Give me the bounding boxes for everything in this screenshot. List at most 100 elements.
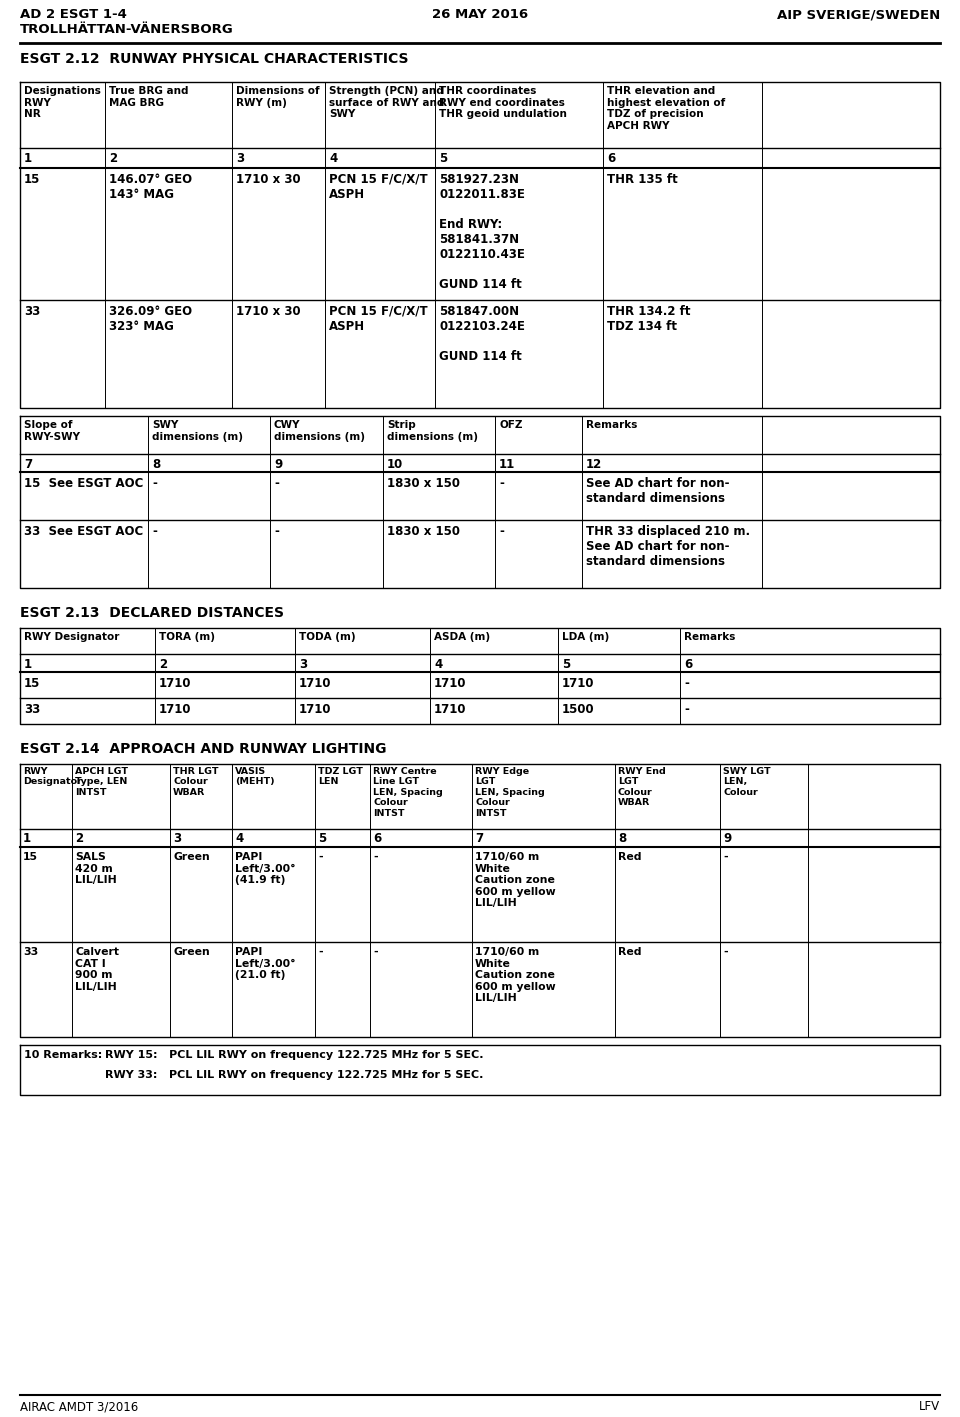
Text: AIP SVERIGE/SWEDEN: AIP SVERIGE/SWEDEN <box>777 9 940 21</box>
Text: Remarks: Remarks <box>684 632 735 642</box>
Text: 1: 1 <box>23 832 31 845</box>
Text: CWY
dimensions (m): CWY dimensions (m) <box>274 419 365 442</box>
Text: Calvert
CAT I
900 m
LIL/LIH: Calvert CAT I 900 m LIL/LIH <box>75 947 119 992</box>
Text: 8: 8 <box>152 458 160 470</box>
Text: VASIS
(MEHT): VASIS (MEHT) <box>235 767 275 786</box>
Text: 15: 15 <box>24 173 40 186</box>
Text: See AD chart for non-
standard dimensions: See AD chart for non- standard dimension… <box>586 478 730 504</box>
Text: -: - <box>373 852 377 862</box>
Text: 1710: 1710 <box>299 677 331 690</box>
Text: 15: 15 <box>23 852 38 862</box>
Text: 3: 3 <box>173 832 181 845</box>
Text: -: - <box>274 478 278 490</box>
Text: 4: 4 <box>235 832 243 845</box>
Text: RWY End
LGT
Colour
WBAR: RWY End LGT Colour WBAR <box>618 767 665 808</box>
Text: -: - <box>318 852 323 862</box>
Text: 1710: 1710 <box>562 677 594 690</box>
Text: 33: 33 <box>24 305 40 317</box>
Text: Slope of
RWY-SWY: Slope of RWY-SWY <box>24 419 80 442</box>
Text: SWY LGT
LEN,
Colour: SWY LGT LEN, Colour <box>723 767 771 796</box>
Text: 33: 33 <box>24 703 40 716</box>
Text: -: - <box>499 526 504 538</box>
Text: 1710: 1710 <box>299 703 331 716</box>
Text: 6: 6 <box>607 152 615 164</box>
Text: -: - <box>499 478 504 490</box>
Text: 3: 3 <box>299 657 307 672</box>
Text: 4: 4 <box>329 152 337 164</box>
Text: 1710: 1710 <box>434 703 467 716</box>
Text: ESGT 2.14  APPROACH AND RUNWAY LIGHTING: ESGT 2.14 APPROACH AND RUNWAY LIGHTING <box>20 743 387 757</box>
Text: -: - <box>318 947 323 956</box>
Text: 10: 10 <box>387 458 403 470</box>
Text: 146.07° GEO
143° MAG: 146.07° GEO 143° MAG <box>109 173 192 201</box>
Text: 8: 8 <box>618 832 626 845</box>
Text: 1500: 1500 <box>562 703 594 716</box>
Text: 1710/60 m
White
Caution zone
600 m yellow
LIL/LIH: 1710/60 m White Caution zone 600 m yello… <box>475 852 556 908</box>
Text: RWY Designator: RWY Designator <box>24 632 119 642</box>
Text: THR coordinates
RWY end coordinates
THR geoid undulation: THR coordinates RWY end coordinates THR … <box>439 86 566 119</box>
Text: 581927.23N
0122011.83E

End RWY:
581841.37N
0122110.43E

GUND 114 ft: 581927.23N 0122011.83E End RWY: 581841.3… <box>439 173 525 290</box>
Text: 1830 x 150: 1830 x 150 <box>387 526 460 538</box>
Text: 1710 x 30: 1710 x 30 <box>236 305 300 317</box>
Text: SWY
dimensions (m): SWY dimensions (m) <box>152 419 243 442</box>
Text: 1710: 1710 <box>434 677 467 690</box>
Text: TORA (m): TORA (m) <box>159 632 215 642</box>
Text: ESGT 2.12  RUNWAY PHYSICAL CHARACTERISTICS: ESGT 2.12 RUNWAY PHYSICAL CHARACTERISTIC… <box>20 52 409 67</box>
Text: 2: 2 <box>75 832 84 845</box>
Text: -: - <box>723 852 728 862</box>
Text: THR 33 displaced 210 m.
See AD chart for non-
standard dimensions: THR 33 displaced 210 m. See AD chart for… <box>586 526 750 568</box>
Text: Remarks: Remarks <box>586 419 637 429</box>
Text: APCH LGT
Type, LEN
INTST: APCH LGT Type, LEN INTST <box>75 767 128 796</box>
Text: Green: Green <box>173 852 209 862</box>
Text: 326.09° GEO
323° MAG: 326.09° GEO 323° MAG <box>109 305 192 333</box>
Text: RWY Centre
Line LGT
LEN, Spacing
Colour
INTST: RWY Centre Line LGT LEN, Spacing Colour … <box>373 767 443 818</box>
Text: PCN 15 F/C/X/T
ASPH: PCN 15 F/C/X/T ASPH <box>329 173 427 201</box>
Text: 6: 6 <box>373 832 381 845</box>
Text: 33: 33 <box>23 947 38 956</box>
Text: 9: 9 <box>274 458 282 470</box>
Text: 1830 x 150: 1830 x 150 <box>387 478 460 490</box>
Text: 7: 7 <box>475 832 483 845</box>
Text: -: - <box>152 478 156 490</box>
Text: THR elevation and
highest elevation of
TDZ of precision
APCH RWY: THR elevation and highest elevation of T… <box>607 86 725 130</box>
Text: PAPI
Left/3.00°
(41.9 ft): PAPI Left/3.00° (41.9 ft) <box>235 852 296 886</box>
Text: True BRG and
MAG BRG: True BRG and MAG BRG <box>109 86 188 108</box>
Text: LDA (m): LDA (m) <box>562 632 610 642</box>
Text: 3: 3 <box>236 152 244 164</box>
Text: 1: 1 <box>24 152 32 164</box>
Text: 2: 2 <box>159 657 167 672</box>
Text: RWY 15:   PCL LIL RWY on frequency 122.725 MHz for 5 SEC.: RWY 15: PCL LIL RWY on frequency 122.725… <box>105 1050 484 1060</box>
Text: 11: 11 <box>499 458 516 470</box>
Text: 9: 9 <box>723 832 732 845</box>
Text: OFZ: OFZ <box>499 419 522 429</box>
Text: Dimensions of
RWY (m): Dimensions of RWY (m) <box>236 86 320 108</box>
Text: Red: Red <box>618 852 641 862</box>
Text: THR 135 ft: THR 135 ft <box>607 173 678 186</box>
Text: 1: 1 <box>24 657 32 672</box>
Text: RWY
Designator: RWY Designator <box>23 767 82 786</box>
Text: LFV: LFV <box>919 1400 940 1413</box>
Text: Red: Red <box>618 947 641 956</box>
Text: 1710/60 m
White
Caution zone
600 m yellow
LIL/LIH: 1710/60 m White Caution zone 600 m yello… <box>475 947 556 1003</box>
Text: -: - <box>723 947 728 956</box>
Text: 26 MAY 2016: 26 MAY 2016 <box>432 9 528 21</box>
Text: 1710 x 30: 1710 x 30 <box>236 173 300 186</box>
Text: 7: 7 <box>24 458 32 470</box>
Text: AIRAC AMDT 3/2016: AIRAC AMDT 3/2016 <box>20 1400 138 1413</box>
Text: RWY Edge
LGT
LEN, Spacing
Colour
INTST: RWY Edge LGT LEN, Spacing Colour INTST <box>475 767 544 818</box>
Text: SALS
420 m
LIL/LIH: SALS 420 m LIL/LIH <box>75 852 117 886</box>
Text: Strength (PCN) and
surface of RWY and
SWY: Strength (PCN) and surface of RWY and SW… <box>329 86 444 119</box>
Text: 2: 2 <box>109 152 117 164</box>
Text: 5: 5 <box>562 657 570 672</box>
Text: 5: 5 <box>439 152 447 164</box>
Text: -: - <box>684 703 689 716</box>
Text: Designations
RWY
NR: Designations RWY NR <box>24 86 101 119</box>
Text: 5: 5 <box>318 832 326 845</box>
Text: PCN 15 F/C/X/T
ASPH: PCN 15 F/C/X/T ASPH <box>329 305 427 333</box>
Text: 581847.00N
0122103.24E

GUND 114 ft: 581847.00N 0122103.24E GUND 114 ft <box>439 305 525 363</box>
Text: -: - <box>373 947 377 956</box>
Text: 10 Remarks:: 10 Remarks: <box>24 1050 103 1060</box>
Text: 1710: 1710 <box>159 703 191 716</box>
Text: 6: 6 <box>684 657 692 672</box>
Text: ESGT 2.13  DECLARED DISTANCES: ESGT 2.13 DECLARED DISTANCES <box>20 606 284 621</box>
